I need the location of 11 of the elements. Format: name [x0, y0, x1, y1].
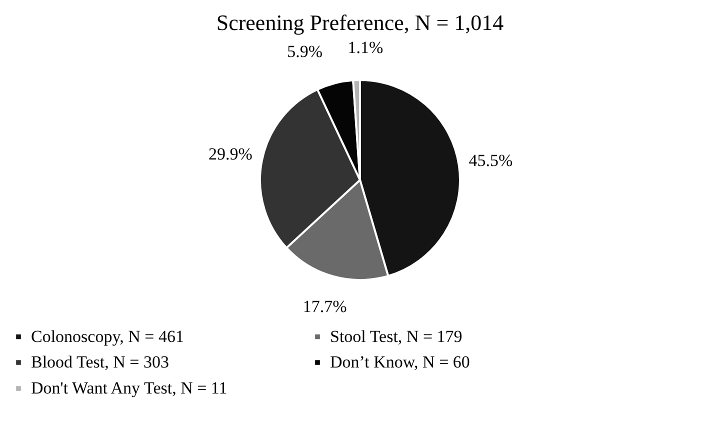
chart-title: Screening Preference, N = 1,014: [216, 10, 504, 36]
data-label: 17.7%: [302, 297, 347, 316]
legend-label: Blood Test, N = 303: [31, 352, 169, 372]
legend-label: Don’t Know, N = 60: [330, 352, 470, 372]
legend-label: Colonoscopy, N = 461: [31, 326, 184, 346]
data-label: 29.9%: [208, 144, 252, 164]
legend-label: Stool Test, N = 179: [330, 326, 462, 346]
data-label: 1.1%: [348, 38, 384, 58]
data-label: 45.5%: [468, 151, 513, 170]
legend-label: Don't Want Any Test, N = 11: [31, 378, 228, 398]
data-label: 5.9%: [287, 42, 323, 62]
